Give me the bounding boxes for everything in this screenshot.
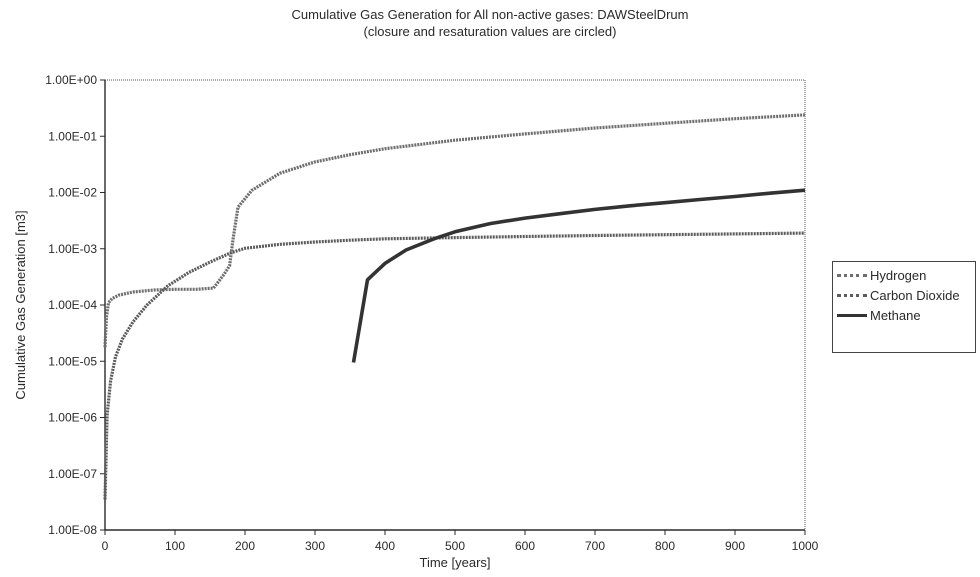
chart-title: Cumulative Gas Generation for All non-ac… [291,7,689,22]
legend-item-carbon-dioxide: Carbon Dioxide [837,286,960,304]
legend-label-carbon-dioxide: Carbon Dioxide [870,287,960,303]
x-tick-label: 100 [165,539,185,553]
legend-swatch-carbon-dioxide [837,293,867,297]
x-tick-label: 0 [102,539,109,553]
x-tick-label: 800 [655,539,675,553]
x-tick-label: 600 [515,539,535,553]
y-tick-label: 1.00E-01 [48,129,97,143]
y-tick-label: 1.00E+00 [45,73,97,87]
legend-swatch-methane [837,313,867,317]
series-line-carbon-dioxide [103,231,806,500]
x-tick-label: 1000 [792,539,819,553]
legend-item-methane: Methane [837,306,921,324]
legend-swatch-hydrogen [837,273,867,277]
series-line-hydrogen [103,113,806,348]
series-line-methane [351,188,806,363]
x-tick-label: 700 [585,539,605,553]
chart-subtitle: (closure and resaturation values are cir… [363,24,617,39]
x-tick-label: 300 [305,539,325,553]
y-tick-label: 1.00E-04 [48,298,97,312]
y-tick-label: 1.00E-06 [48,411,97,425]
legend-item-hydrogen: Hydrogen [837,266,926,284]
x-tick-label: 400 [375,539,395,553]
legend-label-hydrogen: Hydrogen [870,267,927,283]
x-tick-label: 500 [445,539,465,553]
legend-label-methane: Methane [870,307,921,323]
x-tick-label: 900 [725,539,745,553]
y-tick-label: 1.00E-07 [48,467,97,481]
x-tick-label: 200 [235,539,255,553]
plot-area [104,79,806,531]
y-tick-label: 1.00E-08 [48,523,97,537]
y-tick-label: 1.00E-03 [48,242,97,256]
x-axis-label: Time [years] [419,555,490,570]
y-tick-label: 1.00E-05 [48,354,97,368]
y-axis-label: Cumulative Gas Generation [m3] [13,210,28,399]
legend: Hydrogen Carbon Dioxide Methane [832,261,976,353]
y-tick-label: 1.00E-02 [48,186,97,200]
